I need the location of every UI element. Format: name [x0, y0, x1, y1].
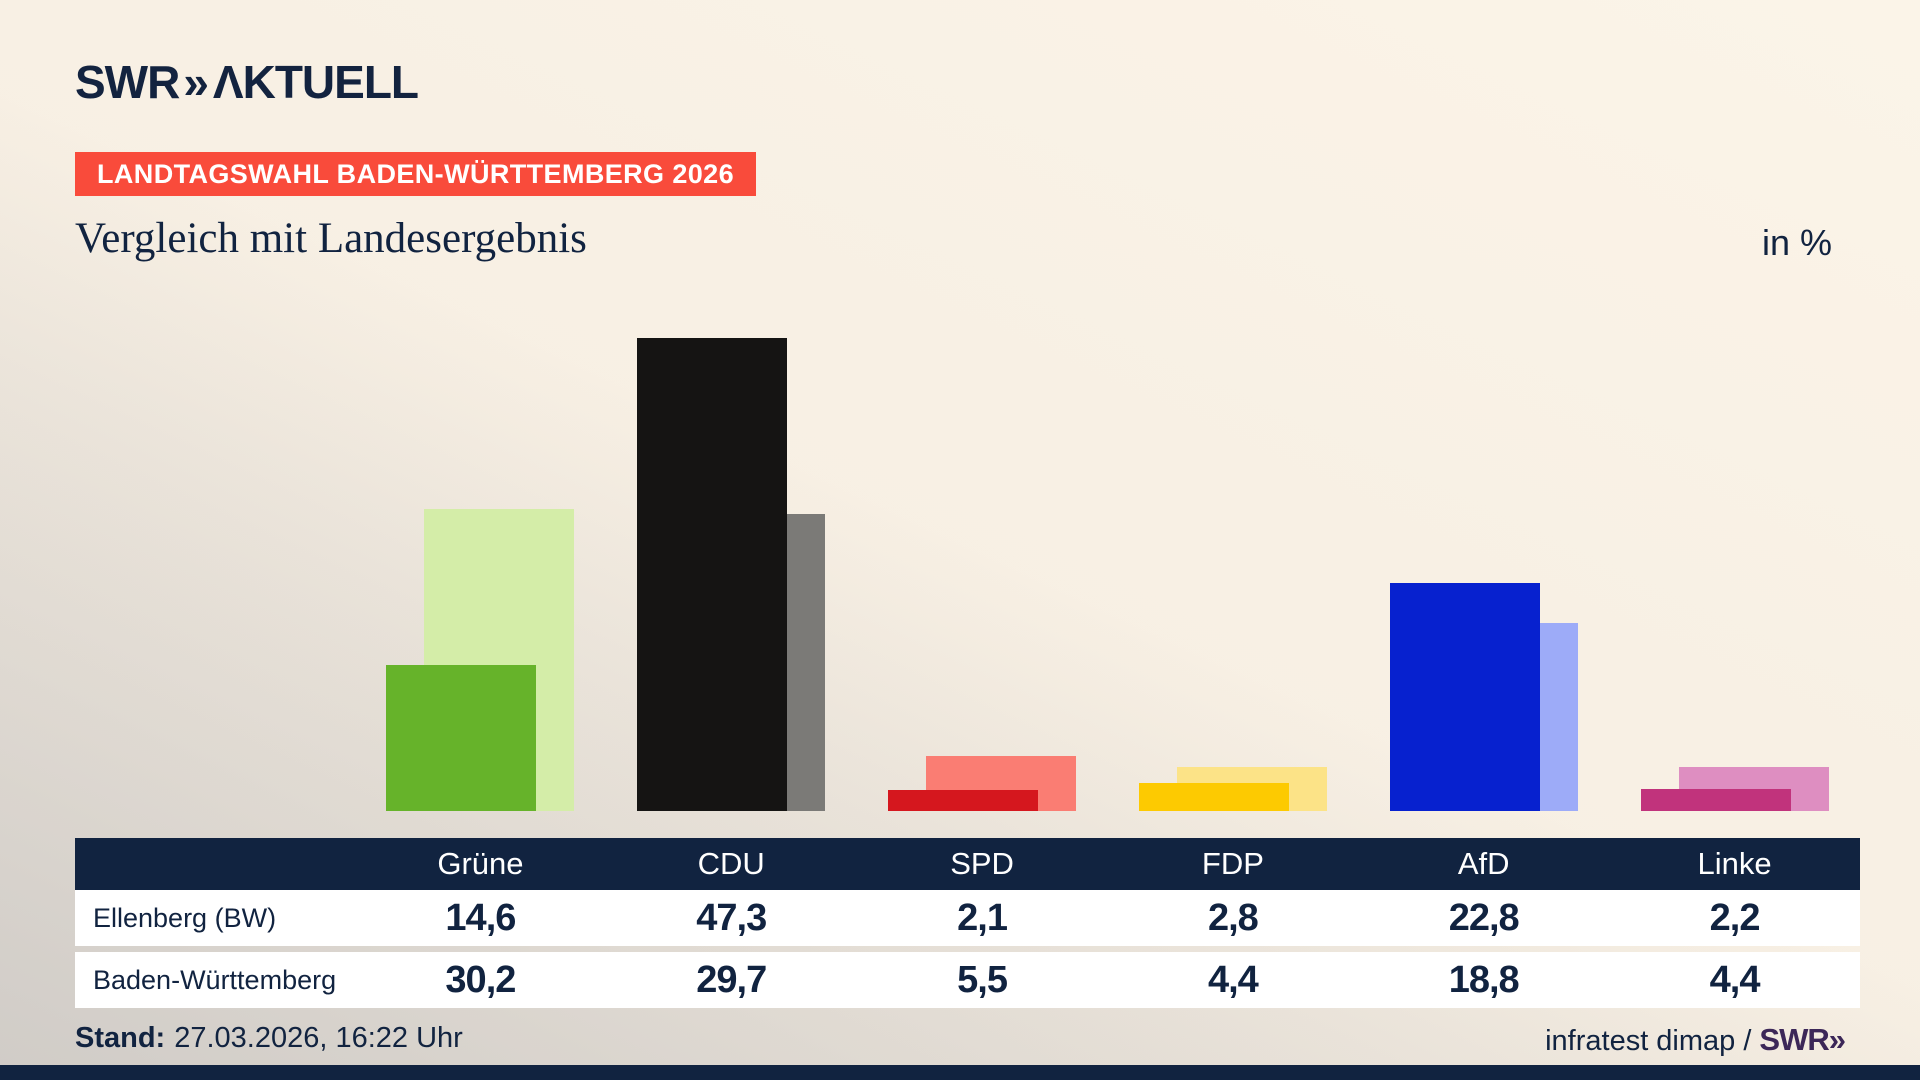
value-cell: 5,5: [957, 958, 1008, 1001]
stand-timestamp: Stand: 27.03.2026, 16:22 Uhr: [75, 1022, 463, 1055]
table-header-row: Grüne CDU SPD FDP AfD Linke: [75, 838, 1860, 890]
party-header-cell: Linke: [1697, 846, 1772, 881]
chart-bar-foreground-0: [386, 665, 537, 811]
party-header-cell: SPD: [950, 846, 1014, 881]
chart-bar-foreground-3: [1138, 783, 1289, 811]
value-cell: 14,6: [445, 896, 516, 939]
value-cell: 4,4: [1709, 958, 1761, 1001]
party-header-cell: CDU: [697, 846, 765, 881]
value-cell: 47,3: [696, 896, 767, 939]
value-cell: 2,2: [1709, 896, 1761, 939]
value-cell: 29,7: [696, 958, 767, 1001]
party-header-cell: AfD: [1457, 846, 1510, 881]
chart-bar-foreground-4: [1389, 583, 1540, 811]
value-cell: 30,2: [445, 958, 516, 1001]
value-cell: 18,8: [1448, 958, 1520, 1001]
chart-bar-foreground-5: [1640, 789, 1791, 811]
value-cell: 2,1: [957, 896, 1008, 939]
stand-value: 27.03.2026, 16:22 Uhr: [174, 1022, 463, 1054]
swr-aktuell-logo: SWR» ΛKTUELL: [75, 55, 419, 109]
bottom-bar: [0, 1065, 1920, 1080]
swr-logo-small: SWR»: [1759, 1022, 1846, 1057]
value-cell: 4,4: [1207, 958, 1259, 1001]
row-label: Ellenberg (BW): [93, 902, 277, 933]
source-text: infratest dimap /: [1545, 1025, 1752, 1057]
value-cell: 2,8: [1207, 896, 1259, 939]
swr-wordmark: SWR: [75, 56, 180, 108]
stand-label: Stand:: [75, 1022, 166, 1054]
value-cell: 22,8: [1448, 896, 1520, 939]
table-row: Ellenberg (BW) 14,6 47,3 2,1 2,8 22,8 2,2: [75, 890, 1860, 946]
row-label: Baden-Württemberg: [93, 964, 337, 995]
chart-bar-foreground-1: [637, 338, 788, 811]
chart-title: Vergleich mit Landesergebnis: [75, 215, 587, 262]
party-header-cell: FDP: [1201, 846, 1264, 881]
chart-bar-foreground-2: [888, 790, 1039, 811]
unit-label: in %: [1761, 222, 1832, 263]
source-credit: infratest dimap / SWR»: [1545, 1022, 1846, 1058]
election-badge: LANDTAGSWAHL BADEN-WÜRTTEMBERG 2026: [75, 152, 757, 196]
table-row: Baden-Württemberg 30,2 29,7 5,5 4,4 18,8 4,4: [75, 952, 1860, 1008]
party-header-cell: Grüne: [437, 846, 524, 881]
aktuell-wordmark: ΛKTUELL: [212, 56, 419, 108]
